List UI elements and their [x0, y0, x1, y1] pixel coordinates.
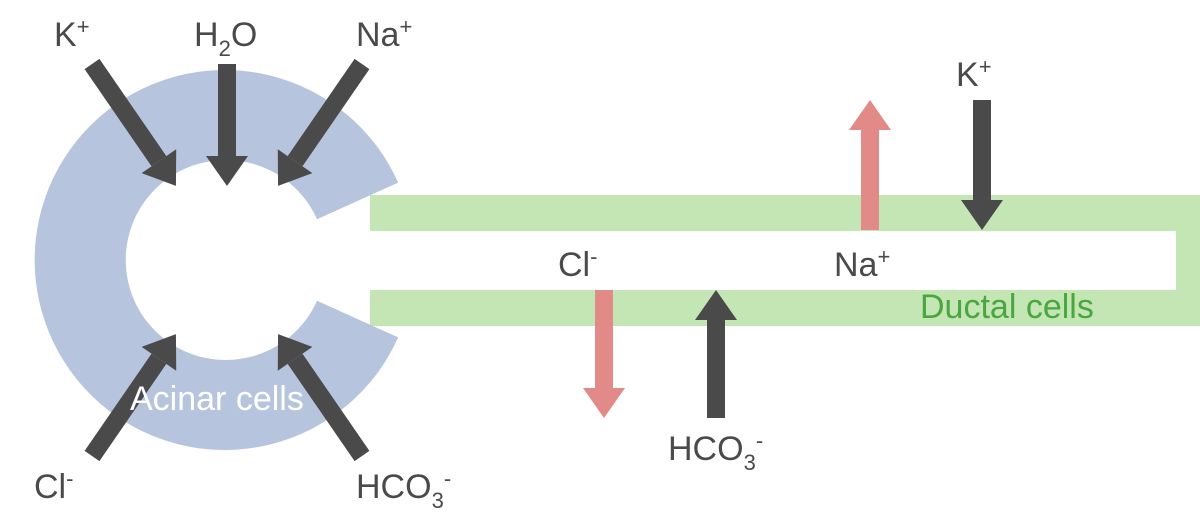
label-na-duct: Na+ — [834, 244, 890, 284]
label-h2o: H2O — [194, 16, 257, 61]
label-hco3-bot: HCO3- — [356, 466, 451, 513]
label-cl-duct: Cl- — [558, 244, 597, 284]
label-hco3-duct: HCO3- — [668, 428, 763, 475]
label-k-top: K+ — [54, 14, 90, 54]
label-cl-bot: Cl- — [34, 466, 73, 506]
label-na-top: Na+ — [356, 14, 412, 54]
label-acinar-cells: Acinar cells — [130, 380, 304, 418]
duct-band-top — [370, 195, 1200, 231]
label-ductal-cells: Ductal cells — [920, 288, 1094, 326]
duct-end-cap — [1176, 231, 1200, 290]
label-k-duct: K+ — [956, 54, 992, 94]
diagram-canvas: K+ H2O Na+ Cl- HCO3- Cl- HCO3- Na+ K+ Ac… — [0, 0, 1200, 513]
